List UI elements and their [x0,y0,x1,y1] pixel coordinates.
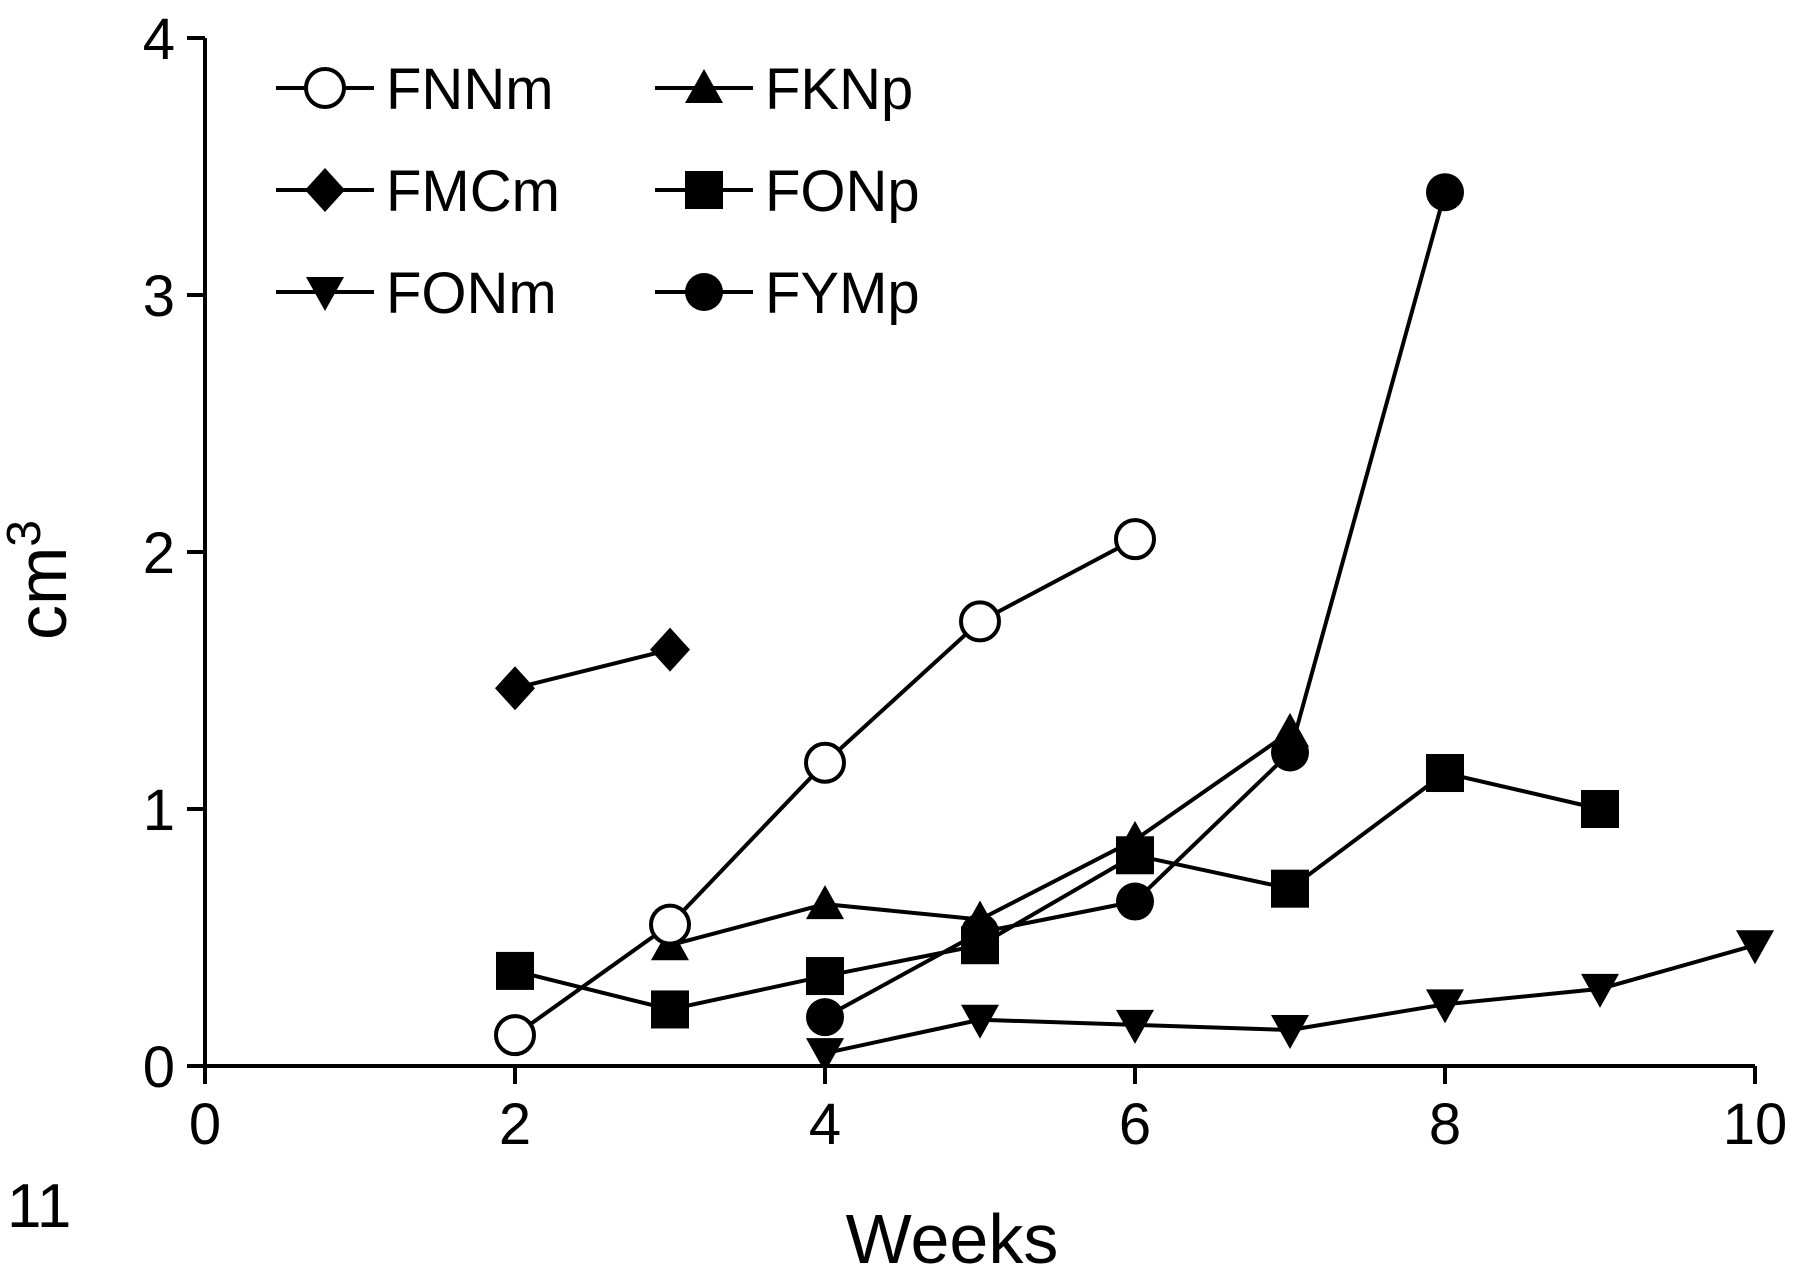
legend-entry-FMCm: FMCm [276,159,560,224]
data-point-FONm [1581,973,1619,1008]
y-tick-label: 2 [143,521,175,586]
data-point-FONp [1271,869,1309,908]
x-tick-label: 4 [809,1092,841,1157]
data-point-FYMp [806,998,844,1037]
data-point-FONm [1736,930,1774,965]
data-point-FYMp [1426,173,1464,212]
series-FNNm [494,518,1156,1057]
legend-label: FONm [386,261,557,326]
legend-entry-FKNp: FKNp [655,57,913,122]
data-point-FNNm [1114,518,1156,561]
legend-label: FONp [765,159,920,224]
legend-label: FKNp [765,57,913,122]
legend-marker-FKNp [685,69,723,103]
figure-number: 11 [7,1172,71,1241]
x-tick-label: 2 [499,1092,531,1157]
legend-entry-FNNm: FNNm [276,57,554,122]
y-tick-label: 0 [143,1035,175,1100]
data-point-FMCm [495,666,535,711]
data-point-FONp [651,990,689,1029]
legend-marker-FYMp [685,273,723,311]
legend-marker-FNNm [304,67,346,109]
data-point-FKNp [806,885,844,920]
data-point-FONm [961,1004,999,1039]
legend-marker-FONm [306,277,344,311]
legend: FNNm FMCm FONm FKNp FONp FYMp [276,57,920,326]
series-layer [494,173,1774,1073]
x-tick-label: 0 [189,1092,221,1157]
series-line-FMCm [514,647,671,691]
data-point-FONm [1116,1009,1154,1044]
axes: 0 2 4 6 8 10 0 1 2 3 4 [143,7,1788,1157]
y-tick-label: 4 [143,7,175,72]
y-axis-title: cm3 [0,520,81,640]
series-FONp [496,754,1619,1029]
x-tick-label: 6 [1119,1092,1151,1157]
series-FYMp [806,173,1464,1037]
y-tick-label: 1 [143,778,175,843]
data-point-FNNm [804,741,846,784]
data-point-FMCm [650,627,690,672]
data-point-FONm [1271,1015,1309,1050]
legend-entry-FONm: FONm [276,261,557,326]
data-point-FONp [1426,754,1464,793]
legend-label: FMCm [386,159,560,224]
legend-marker-FONp [685,171,723,209]
legend-label: FYMp [765,261,920,326]
data-point-FNNm [494,1014,536,1057]
data-point-FONp [1581,790,1619,828]
data-point-FONp [496,951,534,990]
legend-label: FNNm [386,57,554,122]
series-FONm [806,930,1774,1073]
data-point-FONp [806,957,844,996]
legend-entry-FONp: FONp [655,159,920,224]
series-FMCm [495,627,690,711]
data-point-FYMp [1116,882,1154,921]
y-tick-label: 3 [143,264,175,329]
data-point-FYMp [1271,733,1309,772]
data-point-FYMp [961,913,999,952]
legend-entry-FYMp: FYMp [655,261,920,326]
data-point-FONm [1426,989,1464,1024]
y-axis-title-unit: cm [3,547,81,640]
x-axis-title: Weeks [846,1200,1059,1278]
legend-marker-FMCm [305,168,345,212]
data-point-FONm [806,1038,844,1073]
y-axis-title-superscript: 3 [0,520,51,547]
x-tick-label: 10 [1723,1092,1788,1157]
data-point-FNNm [959,600,1001,643]
series-line-FONp [514,771,1601,1012]
data-point-FNNm [649,903,691,946]
data-point-FONp [1116,836,1154,875]
x-tick-label: 8 [1429,1092,1461,1157]
